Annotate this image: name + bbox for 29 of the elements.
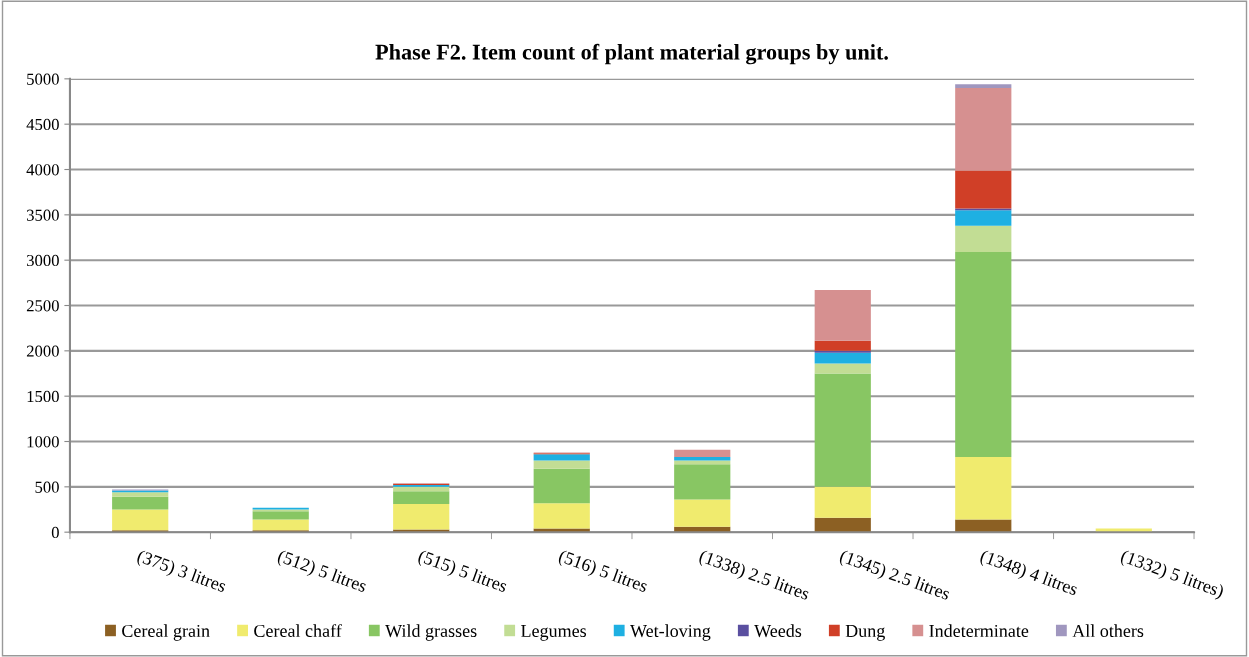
legend-label: Weeds — [754, 624, 802, 638]
legend-label: Cereal chaff — [254, 624, 342, 638]
y-tick-label: 5000 — [27, 73, 59, 85]
x-tick-label: (515) 5 litres — [416, 549, 509, 596]
x-tick-label: (1338) 2.5 litres — [697, 549, 811, 604]
legend-label: Cereal grain — [122, 624, 210, 641]
chart-title: Phase F2. Item count of plant material groups by unit. — [375, 43, 888, 65]
legend-label: Dung — [845, 625, 885, 641]
x-tick-label: (1332) 5 litres) — [1118, 549, 1225, 601]
y-tick-label: 1000 — [27, 436, 59, 448]
legend-label: All others — [1072, 624, 1144, 638]
y-tick-label: 2500 — [26, 300, 59, 312]
legend-label: Wet-loving — [630, 624, 711, 641]
x-tick-label: (516) 5 litres — [556, 549, 649, 596]
x-tick-label: (375) 3 litres — [135, 549, 228, 596]
y-tick-label: 500 — [35, 481, 59, 493]
legend-label: Wild grasses — [385, 624, 477, 641]
x-tick-label: (1345) 2.5 litres — [837, 549, 951, 604]
x-tick-label: (1348) 4 litres — [978, 549, 1079, 599]
y-tick-label: 0 — [51, 526, 59, 539]
x-tick-label: (512) 5 litres — [275, 549, 368, 596]
y-tick-label: 4500 — [26, 118, 59, 131]
y-tick-label: 1500 — [27, 390, 59, 403]
legend-label: Indeterminate — [929, 624, 1029, 638]
legend-label: Legumes — [521, 625, 587, 641]
y-tick-label: 4000 — [26, 164, 59, 176]
y-tick-label: 2000 — [26, 345, 59, 357]
y-tick-label: 3000 — [26, 254, 59, 267]
y-tick-label: 3500 — [26, 209, 59, 221]
